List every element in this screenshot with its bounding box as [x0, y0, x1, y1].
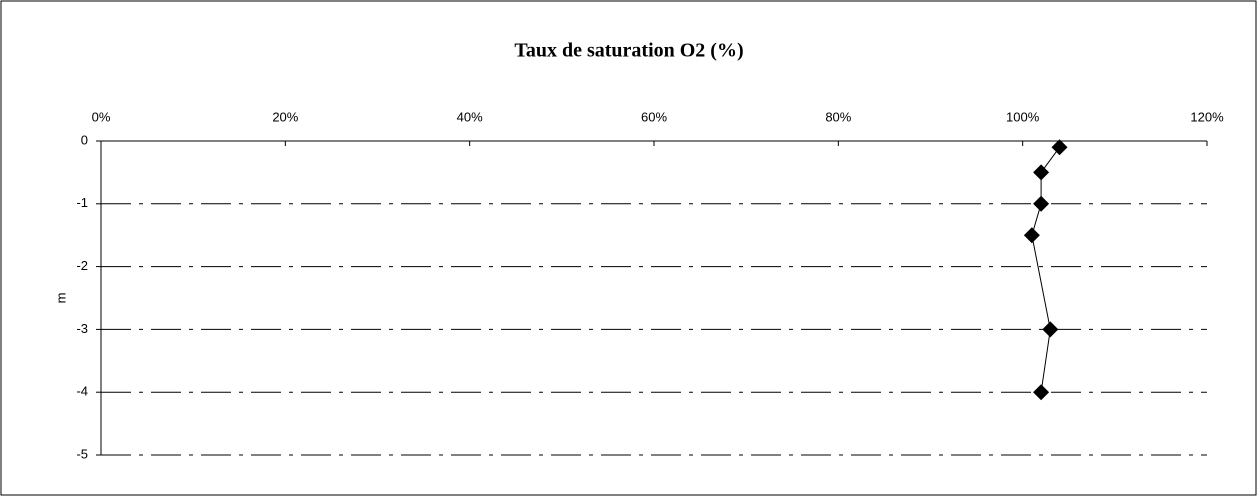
data-point — [1033, 384, 1050, 401]
y-tick-label: -2 — [76, 258, 88, 273]
y-tick-label: -4 — [76, 384, 88, 399]
x-tick-label: 100% — [1006, 109, 1040, 124]
data-point — [1033, 164, 1050, 181]
y-tick-label: -3 — [76, 321, 88, 336]
x-tick-label: 40% — [457, 109, 483, 124]
y-axis-label: m — [53, 293, 68, 304]
x-tick-label: 20% — [272, 109, 298, 124]
y-tick-label: -5 — [76, 446, 88, 461]
data-point — [1042, 321, 1059, 338]
data-point — [1033, 195, 1050, 212]
data-point — [1051, 139, 1068, 156]
x-tick-label: 80% — [825, 109, 851, 124]
x-tick-label: 0% — [92, 109, 111, 124]
x-tick-label: 60% — [641, 109, 667, 124]
chart-title: Taux de saturation O2 (%) — [514, 40, 743, 62]
data-point — [1023, 227, 1040, 244]
y-tick-label: -1 — [76, 195, 88, 210]
y-tick-label: 0 — [81, 132, 88, 147]
x-tick-label: 120% — [1190, 109, 1224, 124]
